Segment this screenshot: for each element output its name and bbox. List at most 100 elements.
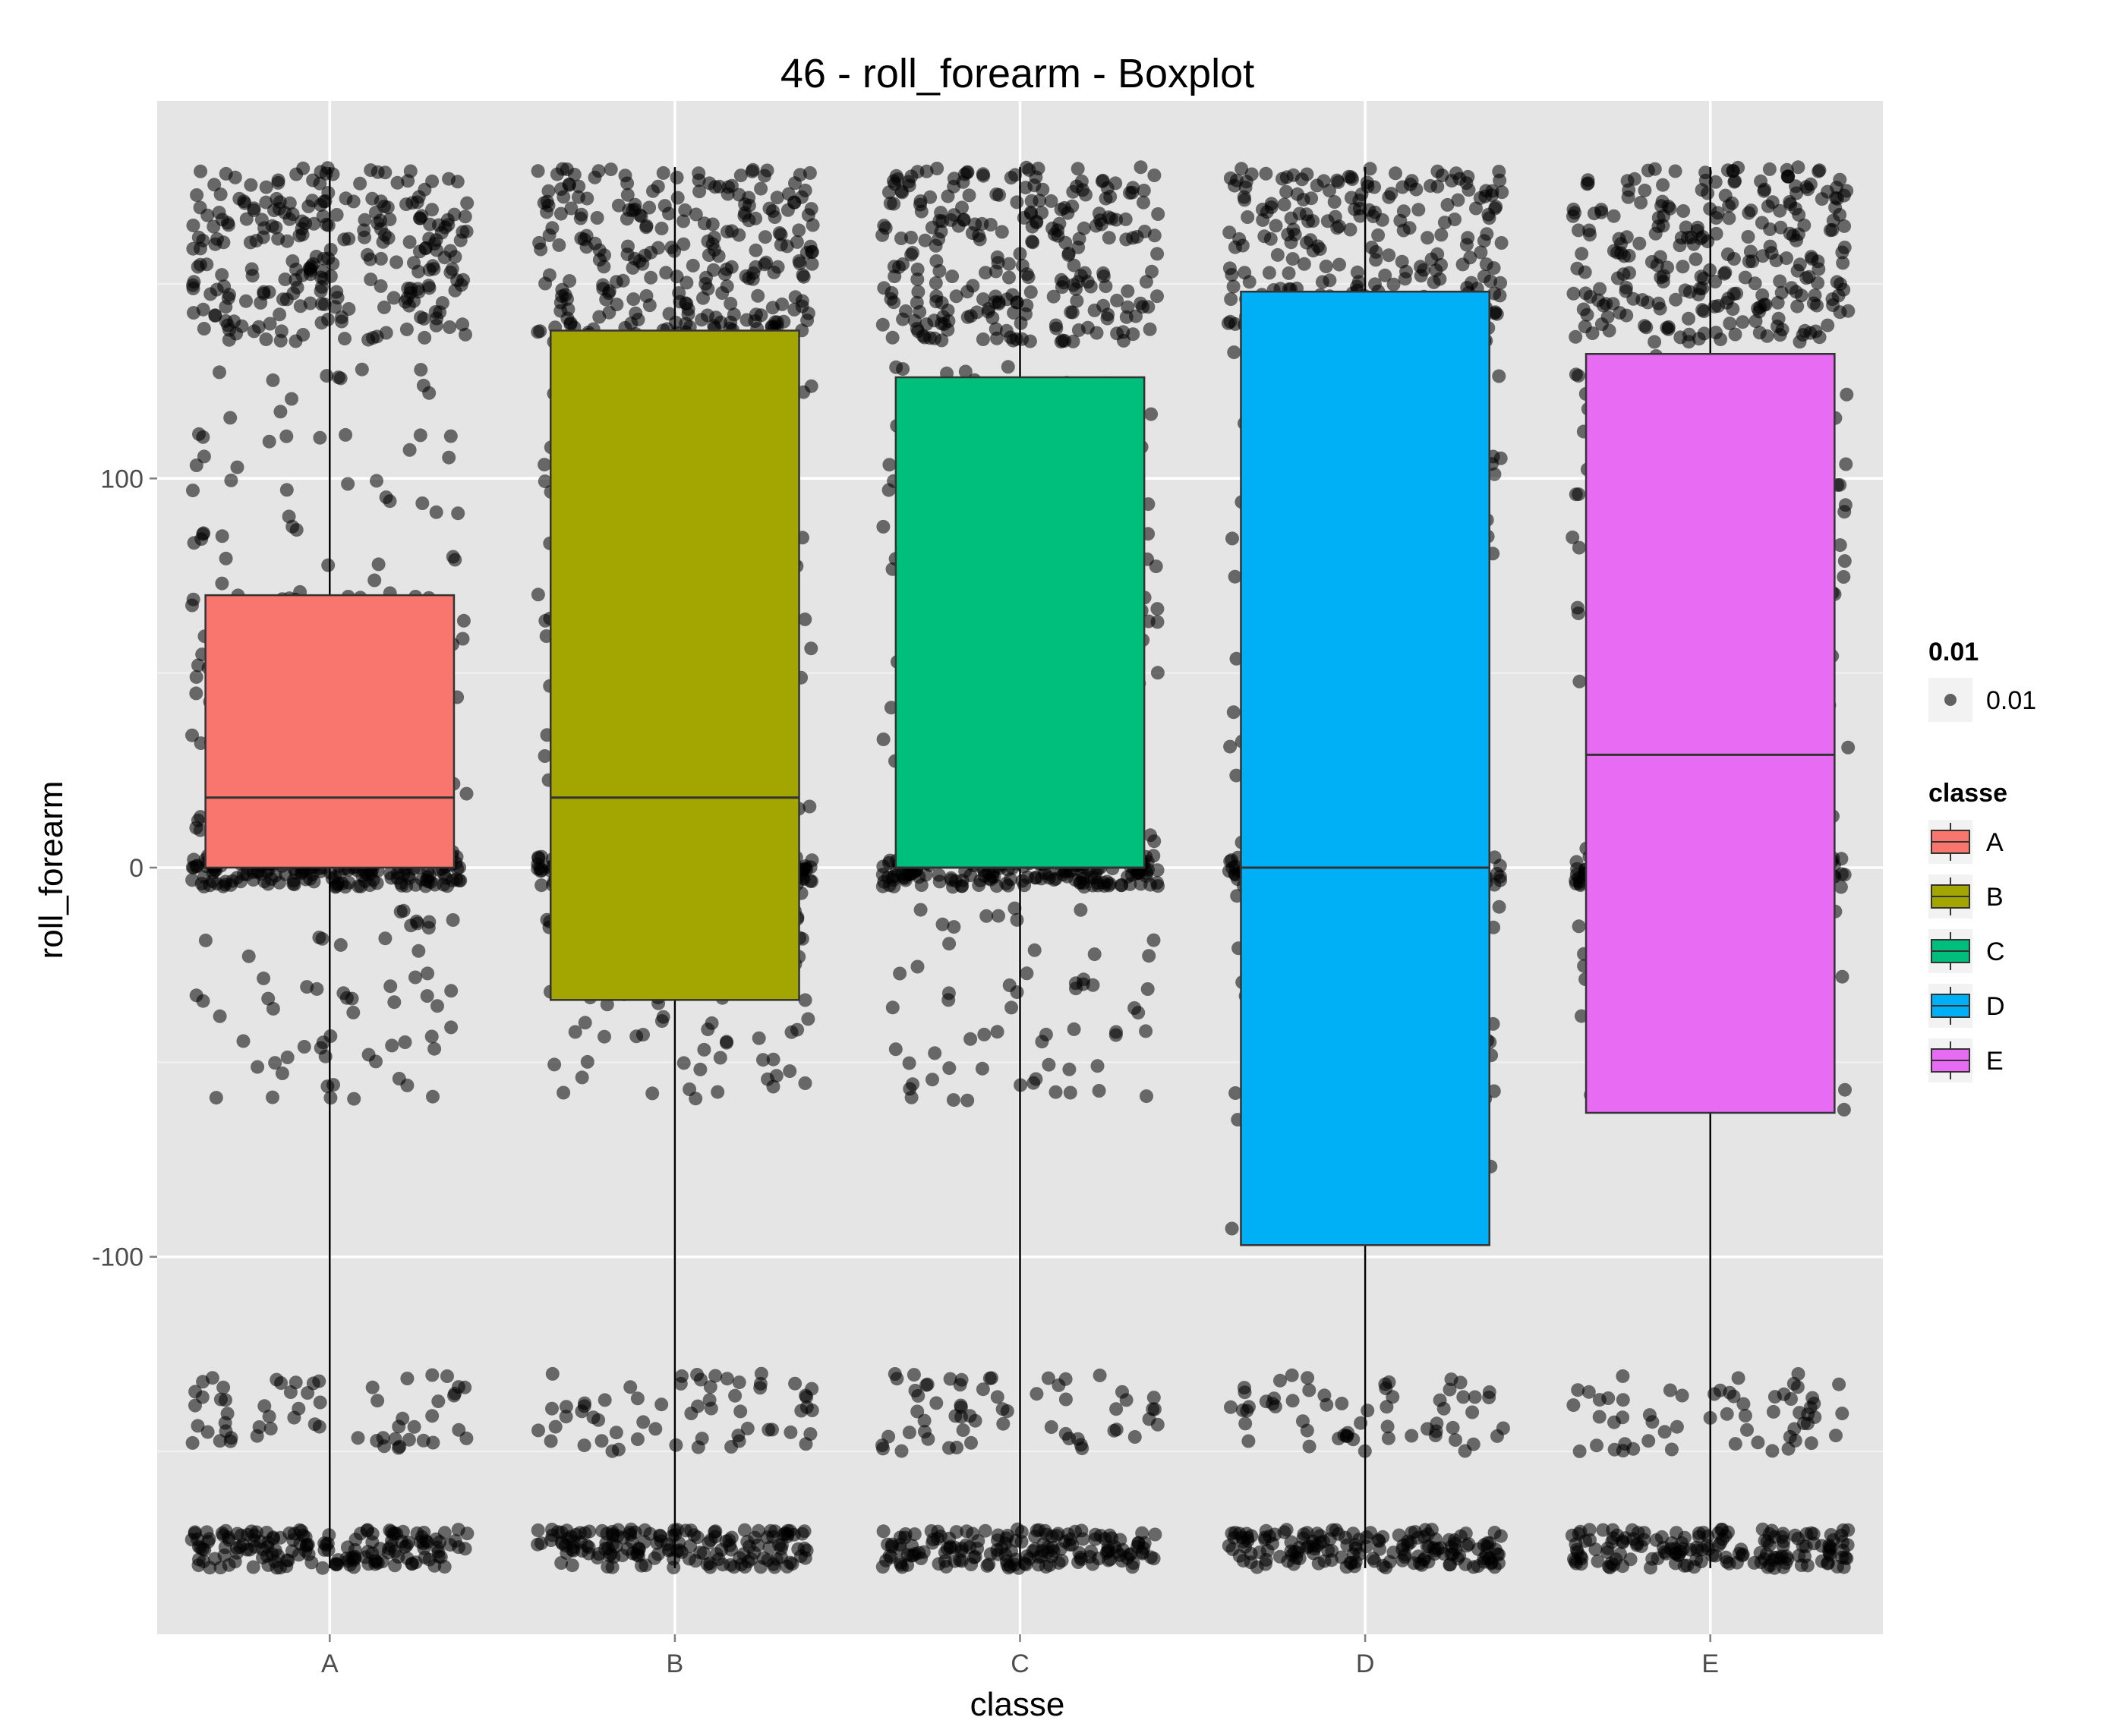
data-point (562, 178, 576, 192)
data-point (1285, 252, 1300, 266)
data-point (798, 1076, 812, 1090)
data-point (257, 286, 271, 301)
data-point (1812, 330, 1827, 345)
data-point (982, 301, 996, 316)
data-point (724, 297, 738, 310)
data-point (768, 210, 782, 224)
data-point (1140, 982, 1155, 996)
data-point (1669, 292, 1683, 307)
data-point (1354, 1416, 1368, 1430)
data-point (1378, 268, 1392, 282)
data-point (1044, 194, 1058, 208)
data-point (1260, 205, 1274, 219)
data-point (1753, 300, 1767, 314)
data-point (980, 1558, 995, 1573)
data-point (1487, 1526, 1502, 1539)
data-point (1139, 1024, 1153, 1038)
data-point (1225, 1221, 1239, 1236)
data-point (310, 981, 324, 996)
data-point (1748, 314, 1763, 328)
data-point (973, 232, 987, 247)
data-point (982, 871, 997, 886)
data-point (279, 429, 294, 443)
data-point (1227, 345, 1241, 360)
data-point (882, 458, 897, 472)
data-point (1041, 1371, 1055, 1385)
data-point (742, 191, 756, 205)
data-point (889, 360, 903, 374)
data-point (1634, 195, 1648, 210)
data-point (1310, 239, 1325, 254)
data-point (351, 1431, 365, 1445)
data-point (1328, 210, 1342, 224)
data-point (1232, 232, 1247, 246)
data-point (262, 434, 276, 449)
data-point (283, 1385, 298, 1399)
data-point (1780, 251, 1793, 266)
data-point (1684, 230, 1698, 244)
data-point (910, 1404, 925, 1419)
data-point (415, 209, 429, 223)
data-point (976, 167, 990, 181)
data-point (243, 235, 257, 250)
data-point (1578, 286, 1593, 301)
data-point (1396, 204, 1411, 219)
data-point (565, 1558, 579, 1573)
data-point (621, 239, 635, 254)
data-point (1477, 234, 1491, 248)
data-point (303, 871, 317, 886)
data-point (805, 244, 819, 259)
data-point (420, 989, 434, 1003)
data-point (805, 874, 818, 888)
data-point (456, 317, 470, 332)
data-point (1689, 252, 1703, 266)
data-point (918, 1425, 932, 1439)
data-point (1020, 966, 1034, 981)
data-point (654, 222, 669, 235)
data-point (899, 304, 913, 318)
data-point (1799, 271, 1814, 285)
data-point (1637, 1533, 1651, 1547)
data-point (663, 1542, 677, 1557)
data-point (1270, 247, 1285, 262)
data-point (1821, 1555, 1835, 1570)
data-point (189, 458, 203, 472)
data-point (458, 210, 472, 224)
data-point (429, 318, 443, 332)
data-point (316, 1035, 330, 1050)
data-point (1745, 254, 1760, 269)
data-point (907, 1368, 921, 1382)
data-point (1765, 1444, 1780, 1458)
data-point (1225, 531, 1239, 546)
data-point (1774, 220, 1788, 235)
data-point (759, 255, 774, 269)
data-point (606, 1528, 620, 1542)
data-point (919, 164, 934, 178)
data-point (1720, 1407, 1734, 1421)
data-point (995, 1541, 1009, 1555)
data-point (600, 997, 614, 1012)
data-point (656, 165, 670, 180)
data-point (707, 231, 721, 244)
data-point (1225, 853, 1239, 868)
data-point (393, 1439, 407, 1454)
data-point (942, 1061, 957, 1076)
data-point (598, 1393, 612, 1407)
data-point (347, 1092, 361, 1106)
data-point (697, 1042, 711, 1057)
data-point (402, 443, 417, 457)
data-point (1791, 1367, 1805, 1381)
data-point (559, 1400, 573, 1414)
data-point (1029, 170, 1043, 184)
data-point (187, 306, 200, 320)
data-point (306, 257, 320, 271)
data-point (805, 1404, 819, 1417)
data-point (1572, 223, 1585, 238)
data-point (396, 867, 411, 881)
data-point (280, 1051, 295, 1064)
data-point (1020, 298, 1034, 313)
data-point (1275, 172, 1289, 186)
data-point (675, 1369, 689, 1383)
data-point (942, 937, 957, 951)
data-point (1738, 1409, 1752, 1423)
